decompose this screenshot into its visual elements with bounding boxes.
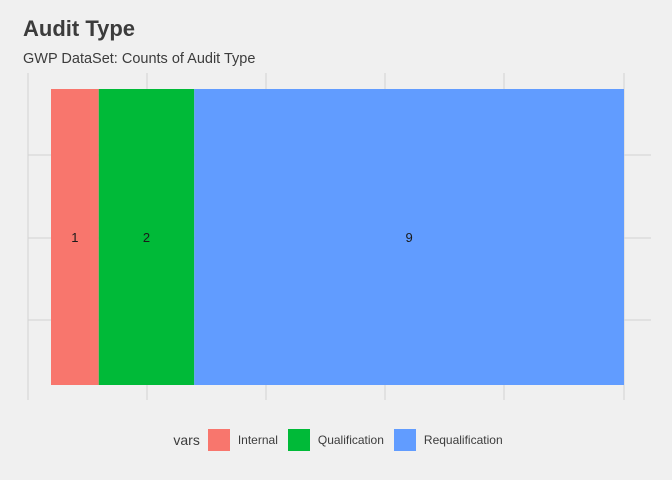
legend-key-requalification [393, 429, 416, 451]
bar-segment-requalification [194, 89, 624, 385]
data-label-internal: 1 [71, 230, 78, 245]
legend-key-internal [207, 429, 230, 451]
chart-plot: 1 2 9 [27, 73, 651, 400]
bar-segment-qualification [98, 89, 195, 385]
data-label-requalification: 9 [406, 230, 413, 245]
legend-key-qualification [287, 429, 310, 451]
bar-segment-internal [51, 89, 99, 385]
data-label-qualification: 2 [143, 230, 150, 245]
legend-item-requalification: Requalification [393, 429, 503, 451]
bars [51, 89, 624, 385]
legend-label-requalification: Requalification [423, 433, 503, 447]
legend: vars Internal Qualification Requalificat… [0, 429, 672, 451]
legend-item-qualification: Qualification [287, 429, 384, 451]
chart-title: Audit Type [23, 16, 136, 41]
legend-title: vars [173, 432, 200, 448]
legend-label-qualification: Qualification [317, 433, 384, 447]
legend-label-internal: Internal [237, 433, 278, 447]
legend-item-internal: Internal [207, 429, 278, 451]
chart-subtitle: GWP DataSet: Counts of Audit Type [23, 51, 256, 67]
data-labels: 1 2 9 [71, 230, 412, 245]
